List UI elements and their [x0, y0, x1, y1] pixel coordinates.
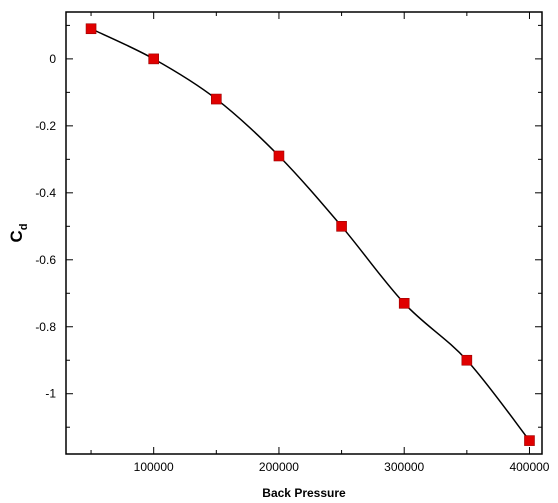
y-axis-title-main: C: [7, 230, 26, 242]
y-tick-label: 0: [49, 52, 56, 66]
x-tick-label: 400000: [509, 460, 549, 474]
y-tick-label: -1: [45, 387, 56, 401]
y-tick-label: -0.6: [35, 253, 56, 267]
x-axis-title: Back Pressure: [262, 486, 346, 500]
x-tick-label: 300000: [384, 460, 424, 474]
data-point-marker: [524, 435, 535, 446]
x-axis-ticks: 100000 200000 300000 400000: [90, 12, 550, 474]
series-line: [90, 28, 531, 442]
y-tick-label: -0.2: [35, 119, 56, 133]
data-point-marker: [148, 53, 159, 65]
data-point-marker: [336, 221, 347, 232]
data-point-marker: [273, 150, 285, 162]
y-tick-label: -0.4: [35, 186, 56, 200]
data-point-marker: [398, 298, 410, 309]
x-tick-label: 100000: [134, 460, 174, 474]
y-axis-title-subscript: d: [18, 223, 30, 230]
y-axis-title: Cd: [7, 223, 30, 242]
y-axis-ticks: 0 -0.2 -0.4 -0.6 -0.8 -1: [35, 24, 542, 428]
data-point-marker: [85, 23, 97, 35]
y-tick-label: -0.8: [35, 320, 56, 334]
x-tick-label: 200000: [259, 460, 299, 474]
data-point-marker: [461, 354, 473, 366]
series-markers: [85, 23, 535, 446]
plot-frame: [65, 11, 543, 455]
data-point-marker: [211, 93, 222, 105]
